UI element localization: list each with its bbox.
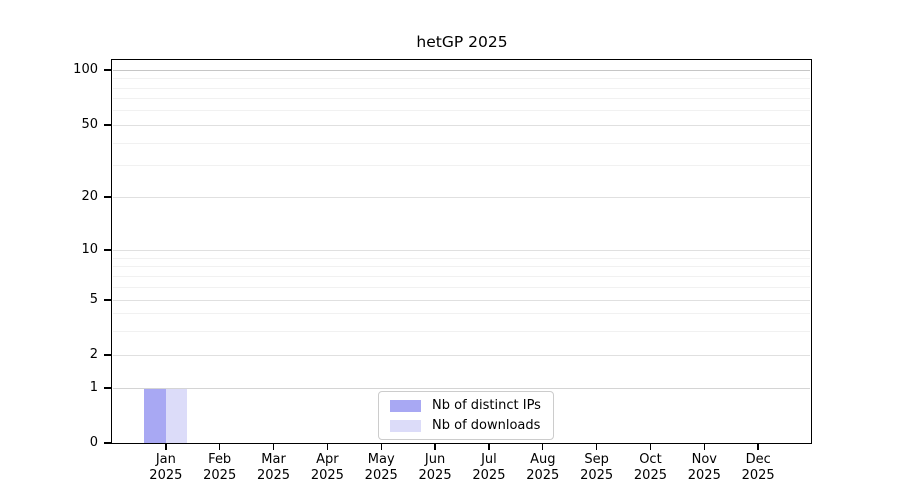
x-tick-label-year: 2025 xyxy=(687,468,721,483)
x-tick-mark xyxy=(165,443,167,450)
gridline-minor xyxy=(113,98,810,99)
gridline-minor xyxy=(113,276,810,277)
chart-title: hetGP 2025 xyxy=(416,33,508,51)
legend-item: Nb of downloads xyxy=(390,417,541,434)
gridline-minor xyxy=(113,78,810,79)
x-tick-mark xyxy=(380,443,382,450)
x-tick-label-month: Oct xyxy=(639,452,662,467)
y-tick-label: 10 xyxy=(81,242,98,257)
x-tick-label-year: 2025 xyxy=(741,468,775,483)
gridline-major xyxy=(113,355,810,356)
y-tick-mark xyxy=(104,354,111,356)
legend: Nb of distinct IPs Nb of downloads xyxy=(378,391,554,440)
x-tick-mark xyxy=(757,443,759,450)
x-tick-label-month: Sep xyxy=(584,452,609,467)
x-tick-label: Jan 2025 xyxy=(134,452,198,484)
x-tick-mark xyxy=(488,443,490,450)
gridline-minor xyxy=(113,313,810,314)
x-tick-mark xyxy=(326,443,329,450)
gridline-major xyxy=(113,250,810,251)
x-tick-label-year: 2025 xyxy=(256,468,291,483)
x-tick-label-year: 2025 xyxy=(364,468,398,483)
y-tick-mark xyxy=(104,249,111,251)
x-tick-mark xyxy=(218,443,221,450)
x-tick-label: Jul 2025 xyxy=(457,452,521,484)
legend-item: Nb of distinct IPs xyxy=(390,397,541,414)
y-tick-label: 20 xyxy=(81,189,98,204)
y-tick-label: 1 xyxy=(89,380,98,395)
gridline-major xyxy=(113,197,810,198)
x-tick-label: Oct 2025 xyxy=(618,452,682,484)
gridline-major xyxy=(113,70,810,71)
gridline-minor xyxy=(113,331,810,332)
x-tick-label-year: 2025 xyxy=(418,468,452,483)
legend-swatch-distinct-ips xyxy=(390,399,421,412)
x-tick-label-month: Jan xyxy=(155,452,176,467)
x-tick-label-year: 2025 xyxy=(526,468,560,483)
bar-distinct-ips xyxy=(144,388,166,443)
x-tick-label: Aug 2025 xyxy=(511,452,575,484)
gridline-major xyxy=(113,125,810,126)
y-tick-mark xyxy=(104,196,111,198)
y-tick-label: 0 xyxy=(89,435,98,450)
bar-downloads xyxy=(165,388,188,443)
y-tick-mark xyxy=(104,299,111,301)
x-tick-label-month: May xyxy=(367,452,395,467)
gridline-minor xyxy=(113,165,810,166)
gridline-minor xyxy=(113,88,810,89)
x-tick-label-year: 2025 xyxy=(310,468,344,483)
y-tick-mark xyxy=(104,442,111,444)
x-tick-label-month: Jun xyxy=(424,452,446,467)
x-tick-label-year: 2025 xyxy=(149,468,183,483)
legend-swatch-downloads xyxy=(390,419,421,432)
gridline-major xyxy=(113,388,810,389)
legend-label: Nb of distinct IPs xyxy=(432,398,541,413)
plot-frame xyxy=(111,59,812,444)
y-tick-label: 2 xyxy=(89,347,98,362)
x-tick-label-month: Apr xyxy=(316,452,339,467)
gridline-minor xyxy=(113,287,810,288)
y-tick-label: 50 xyxy=(81,117,98,132)
x-tick-mark xyxy=(649,443,652,450)
x-tick-label-year: 2025 xyxy=(633,468,667,483)
gridline-minor xyxy=(113,258,810,259)
x-tick-label: Mar 2025 xyxy=(242,452,306,484)
x-tick-label-month: Jul xyxy=(481,452,497,467)
legend-label: Nb of downloads xyxy=(432,418,541,433)
x-tick-label: Apr 2025 xyxy=(295,452,359,484)
y-tick-label: 5 xyxy=(89,292,98,307)
x-tick-mark xyxy=(542,443,544,450)
y-tick-label: 100 xyxy=(73,62,98,77)
x-tick-mark xyxy=(703,443,705,450)
x-tick-label: Feb 2025 xyxy=(188,452,252,484)
x-tick-label-month: Mar xyxy=(261,452,286,467)
x-tick-label: Dec 2025 xyxy=(726,452,790,484)
x-tick-label: Nov 2025 xyxy=(672,452,736,484)
x-tick-label-year: 2025 xyxy=(203,468,237,483)
x-tick-label-month: Nov xyxy=(691,452,717,467)
x-tick-label: Jun 2025 xyxy=(403,452,467,484)
y-tick-mark xyxy=(104,69,111,71)
x-tick-label-month: Feb xyxy=(208,452,232,467)
x-tick-mark xyxy=(272,443,275,450)
x-tick-mark xyxy=(434,443,436,450)
x-tick-label: May 2025 xyxy=(349,452,413,484)
y-tick-mark xyxy=(104,124,111,126)
x-tick-label-year: 2025 xyxy=(472,468,506,483)
gridline-minor xyxy=(113,110,810,111)
x-tick-label: Sep 2025 xyxy=(565,452,629,484)
x-tick-mark xyxy=(595,443,598,450)
x-tick-label-month: Dec xyxy=(745,452,771,467)
x-tick-label-year: 2025 xyxy=(580,468,614,483)
y-tick-mark xyxy=(104,387,111,389)
gridline-major xyxy=(113,300,810,301)
plot-area xyxy=(113,61,810,443)
gridline-minor xyxy=(113,143,810,144)
x-tick-label-month: Aug xyxy=(530,452,556,467)
gridline-minor xyxy=(113,266,810,267)
